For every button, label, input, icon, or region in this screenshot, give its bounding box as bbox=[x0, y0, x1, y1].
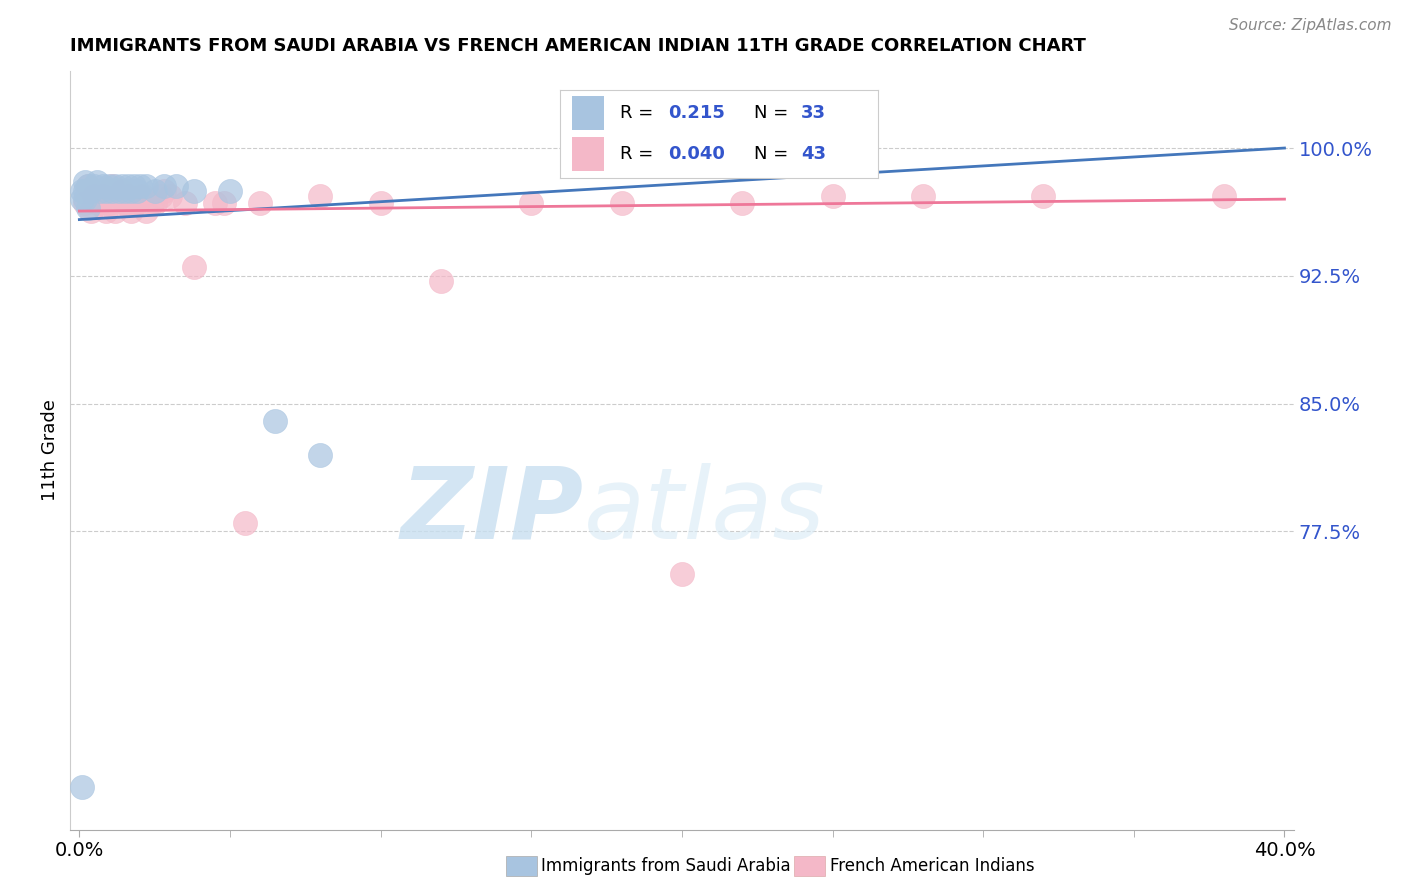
Text: IMMIGRANTS FROM SAUDI ARABIA VS FRENCH AMERICAN INDIAN 11TH GRADE CORRELATION CH: IMMIGRANTS FROM SAUDI ARABIA VS FRENCH A… bbox=[70, 37, 1087, 54]
Point bbox=[249, 195, 271, 210]
Text: ZIP: ZIP bbox=[401, 463, 583, 559]
Text: atlas: atlas bbox=[583, 463, 825, 559]
Point bbox=[75, 192, 97, 206]
Point bbox=[72, 184, 94, 198]
Point bbox=[96, 204, 118, 219]
Point bbox=[165, 178, 187, 193]
Point bbox=[128, 188, 150, 202]
Point bbox=[152, 184, 174, 198]
Point bbox=[671, 566, 693, 581]
Point bbox=[183, 184, 205, 198]
Point bbox=[219, 184, 242, 198]
Point bbox=[309, 188, 332, 202]
Point bbox=[183, 260, 205, 275]
Point bbox=[264, 414, 287, 428]
Point bbox=[80, 184, 103, 198]
Point bbox=[135, 204, 157, 219]
Point bbox=[731, 195, 754, 210]
Point bbox=[122, 195, 145, 210]
Point bbox=[610, 195, 633, 210]
Point bbox=[75, 184, 97, 198]
Point bbox=[131, 188, 153, 202]
Point bbox=[309, 448, 332, 462]
Point bbox=[141, 195, 163, 210]
Point bbox=[1032, 188, 1054, 202]
Point bbox=[143, 195, 166, 210]
Point bbox=[93, 188, 115, 202]
Point bbox=[98, 195, 121, 210]
Point bbox=[104, 204, 127, 219]
Point bbox=[149, 188, 172, 202]
Point bbox=[101, 178, 124, 193]
Point bbox=[143, 184, 166, 198]
Point bbox=[96, 184, 118, 198]
Point bbox=[98, 178, 121, 193]
Point bbox=[104, 178, 127, 193]
Point bbox=[159, 188, 181, 202]
Point bbox=[173, 195, 195, 210]
Point bbox=[1213, 188, 1236, 202]
Point bbox=[86, 195, 108, 210]
Point bbox=[86, 175, 108, 189]
Point bbox=[135, 178, 157, 193]
Point bbox=[114, 184, 136, 198]
Point bbox=[72, 192, 94, 206]
Point bbox=[128, 178, 150, 193]
Point bbox=[233, 516, 256, 530]
Text: Immigrants from Saudi Arabia: Immigrants from Saudi Arabia bbox=[541, 857, 792, 875]
Point bbox=[101, 184, 124, 198]
Point bbox=[75, 195, 97, 210]
Point bbox=[89, 195, 111, 210]
Point bbox=[107, 188, 129, 202]
Y-axis label: 11th Grade: 11th Grade bbox=[41, 400, 59, 501]
Point bbox=[204, 195, 226, 210]
Point bbox=[110, 178, 132, 193]
Point bbox=[122, 178, 145, 193]
Point bbox=[77, 178, 100, 193]
Point bbox=[77, 178, 100, 193]
Point bbox=[75, 175, 97, 189]
Point bbox=[83, 178, 105, 193]
Point bbox=[77, 201, 100, 215]
Point bbox=[107, 184, 129, 198]
Point bbox=[117, 178, 139, 193]
Point bbox=[110, 184, 132, 198]
Point bbox=[83, 188, 105, 202]
Point bbox=[120, 204, 142, 219]
Point bbox=[93, 178, 115, 193]
Point bbox=[80, 204, 103, 219]
Point bbox=[212, 195, 235, 210]
Point bbox=[520, 195, 543, 210]
Point bbox=[152, 178, 174, 193]
Point bbox=[120, 184, 142, 198]
Point bbox=[911, 188, 934, 202]
Point bbox=[117, 188, 139, 202]
Point bbox=[370, 195, 392, 210]
Point bbox=[821, 188, 844, 202]
Point bbox=[72, 780, 94, 794]
Point bbox=[89, 184, 111, 198]
Point bbox=[125, 184, 148, 198]
Point bbox=[430, 274, 453, 288]
Point bbox=[125, 195, 148, 210]
Text: Source: ZipAtlas.com: Source: ZipAtlas.com bbox=[1229, 18, 1392, 33]
Point bbox=[114, 195, 136, 210]
Text: French American Indians: French American Indians bbox=[830, 857, 1035, 875]
